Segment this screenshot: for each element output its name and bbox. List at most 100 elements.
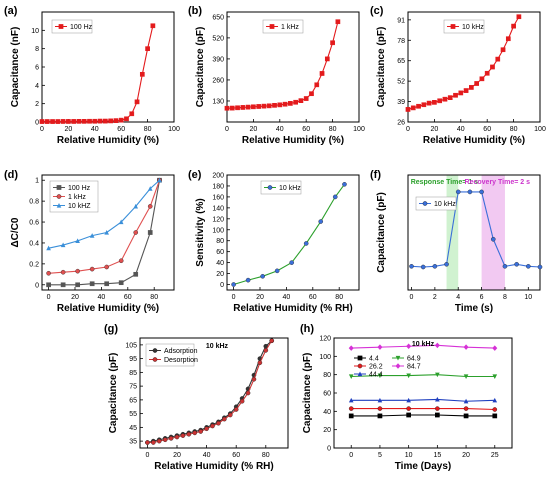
data-point: [277, 102, 283, 108]
legend-marker: [395, 363, 401, 369]
chart-panel: 0 20 40 60 80 100 0 2 4 6 8 10 Relative Humidity (%)…: [4, 5, 180, 146]
legend-marker: [152, 348, 158, 353]
data-point: [330, 40, 335, 46]
x-tick-label: 20: [431, 126, 439, 133]
legend-label: 100 Hz: [68, 185, 91, 192]
data-point: [490, 64, 495, 70]
data-point: [303, 96, 309, 101]
data-point: [222, 416, 227, 422]
x-tick-label: 100: [353, 126, 365, 133]
data-point: [479, 76, 485, 82]
data-point: [469, 85, 474, 90]
data-point: [266, 103, 272, 109]
legend-box: [260, 180, 302, 195]
data-point: [463, 374, 469, 380]
x-tick-label: 40: [283, 294, 291, 301]
x-tick-label: 100: [168, 126, 180, 133]
data-point: [492, 374, 498, 380]
panel-letter: (g): [104, 323, 118, 335]
data-point: [46, 270, 51, 276]
x-tick-label: 0: [47, 294, 51, 301]
data-point: [406, 397, 411, 403]
y-axis-title: Sensitivity (%): [195, 198, 206, 266]
annotation-label: Recovery Time= 2 s: [465, 179, 531, 186]
y-tick-label: 75: [129, 384, 137, 391]
data-point: [463, 88, 469, 93]
data-point: [348, 413, 354, 419]
data-point: [162, 437, 168, 443]
x-tick-label: 2: [433, 294, 437, 301]
x-tick-label: 40: [276, 126, 284, 133]
x-tick-label: 80: [262, 452, 270, 459]
data-point: [150, 23, 156, 29]
legend-label: 10 kHz: [279, 185, 301, 192]
data-point: [409, 264, 414, 269]
data-point: [251, 104, 256, 110]
data-point: [348, 397, 354, 403]
y-axis-title: Capacitance (pF): [195, 27, 206, 108]
legend-marker: [56, 202, 62, 208]
data-point: [348, 406, 354, 411]
legend-label: 10 kHz: [462, 24, 484, 31]
data-point: [410, 105, 416, 111]
y-tick-label: 2: [35, 101, 39, 108]
y-tick-label: 40: [216, 260, 224, 267]
data-point: [216, 420, 221, 426]
data-point: [426, 100, 432, 106]
legend-marker: [152, 357, 158, 362]
x-axis-title: Relative Humidity (%): [242, 135, 344, 146]
legend-label: 44.4: [369, 372, 383, 379]
data-point: [104, 281, 110, 287]
data-point: [274, 268, 280, 274]
data-point: [133, 230, 139, 235]
y-tick-label: 105: [125, 342, 137, 349]
data-point: [118, 219, 124, 225]
x-tick-label: 40: [457, 126, 465, 133]
data-point: [210, 423, 215, 429]
data-point: [342, 182, 347, 187]
plot-frame: [407, 174, 541, 291]
y-tick-label: 80: [216, 238, 224, 245]
x-tick-label: 6: [480, 294, 484, 301]
series-line: [351, 374, 495, 378]
y-tick-label: 60: [323, 391, 331, 398]
data-point: [50, 119, 55, 124]
annotation-label: 10 kHz: [412, 341, 435, 348]
legend-box: [51, 19, 93, 34]
x-tick-label: 20: [462, 452, 470, 459]
y-tick-label: 65: [129, 397, 137, 404]
y-tick-label: 0: [35, 282, 39, 289]
y-tick-label: 60: [216, 249, 224, 256]
data-point: [71, 119, 77, 124]
x-tick-label: 80: [144, 126, 152, 133]
data-point: [260, 274, 265, 279]
data-point: [406, 412, 411, 418]
data-point: [124, 116, 129, 122]
data-point: [240, 105, 246, 110]
data-point: [377, 373, 383, 379]
x-tick-label: 20: [256, 294, 264, 301]
data-point: [118, 280, 124, 286]
legend-marker: [269, 24, 275, 29]
data-point: [92, 118, 98, 124]
x-tick-label: 0: [406, 126, 410, 133]
legend-label: 10 kHz: [434, 201, 456, 208]
data-point: [118, 117, 124, 123]
legend-label: Adsorption: [164, 348, 198, 355]
data-point: [251, 376, 257, 382]
x-tick-label: 8: [503, 294, 507, 301]
data-point: [514, 261, 519, 267]
y-tick-label: 120: [319, 336, 331, 343]
data-point: [133, 203, 139, 209]
data-point: [147, 186, 153, 191]
data-point: [133, 271, 139, 277]
data-point: [245, 104, 251, 110]
data-point: [319, 71, 325, 76]
legend-label: 26.2: [369, 364, 383, 371]
series-line: [226, 21, 339, 109]
data-point: [458, 90, 464, 96]
y-tick-label: 6: [35, 65, 39, 72]
legend-marker: [58, 24, 64, 29]
y-tick-label: 100: [319, 354, 331, 361]
